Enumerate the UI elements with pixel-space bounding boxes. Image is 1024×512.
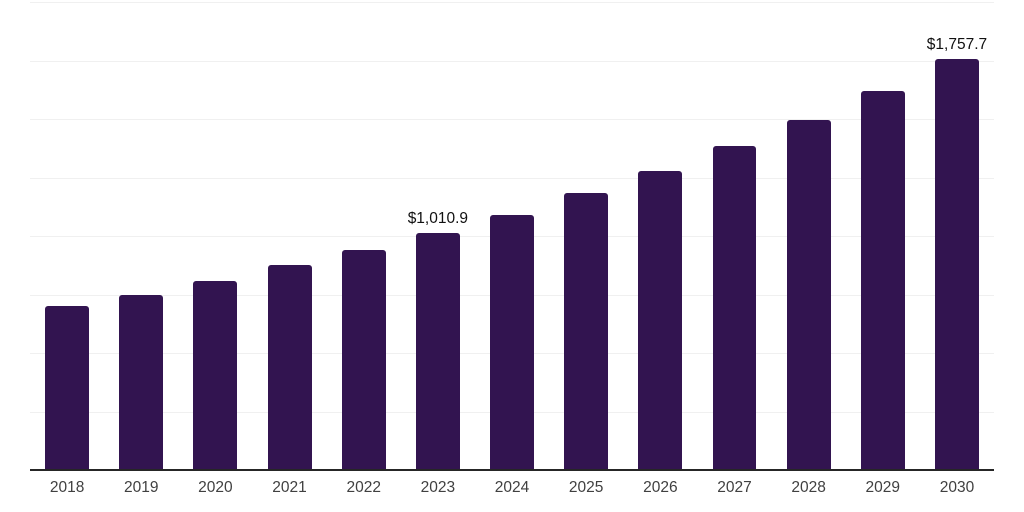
- gridline: [30, 119, 994, 120]
- data-label-2030: $1,757.7: [926, 35, 988, 53]
- gridline: [30, 177, 994, 179]
- bar-2018[interactable]: [45, 306, 90, 470]
- x-axis-tick-labels: 2018 2019 2020 2021 2022 2023 2024 2025 2026 2027…: [30, 479, 994, 497]
- bar-2026[interactable]: [638, 171, 683, 470]
- bar-slot-2026: [623, 2, 697, 470]
- x-tick-2027: 2027: [717, 479, 752, 496]
- x-tick-2023: 2023: [420, 479, 456, 496]
- bar-2028[interactable]: [786, 119, 831, 470]
- x-tick-2030: 2030: [939, 479, 975, 496]
- bar-2021[interactable]: [267, 265, 312, 470]
- gridline: [30, 2, 994, 3]
- bar-2019[interactable]: [119, 294, 164, 470]
- bar-2030[interactable]: $1,757.7: [927, 36, 987, 470]
- bar-slot-2025: [549, 2, 623, 470]
- bar-2029[interactable]: [860, 90, 905, 470]
- x-tick-2024: 2024: [494, 479, 530, 496]
- data-label-2023: $1,010.9: [407, 210, 469, 228]
- x-axis-line: [30, 469, 994, 471]
- bar-slot-2030: $1,757.7: [920, 2, 994, 470]
- bar-2025[interactable]: [564, 193, 609, 470]
- bar-2023[interactable]: $1,010.9: [408, 210, 468, 470]
- bars-container: $1,010.9 $1,757.7: [30, 2, 994, 470]
- x-tick-2018: 2018: [49, 479, 85, 496]
- bar-slot-2022: [327, 2, 401, 470]
- bar-slot-2029: [846, 2, 920, 470]
- bar-slot-2028: [772, 2, 846, 470]
- bar-slot-2021: [252, 2, 326, 470]
- x-tick-2028: 2028: [791, 479, 826, 496]
- bar-2020[interactable]: [193, 280, 238, 470]
- bar-2024[interactable]: [490, 214, 534, 470]
- bar-2022[interactable]: [341, 250, 386, 470]
- bar-slot-2019: [104, 2, 178, 470]
- x-tick-2029: 2029: [865, 479, 901, 496]
- x-tick-2019: 2019: [123, 479, 159, 496]
- bar-2027[interactable]: [712, 146, 757, 470]
- bar-slot-2018: [30, 2, 104, 470]
- x-tick-2022: 2022: [346, 479, 381, 496]
- x-tick-2026: 2026: [643, 479, 678, 496]
- bar-slot-2027: [697, 2, 771, 470]
- x-tick-2025: 2025: [568, 479, 604, 496]
- x-tick-2021: 2021: [272, 479, 307, 496]
- x-tick-2020: 2020: [198, 479, 233, 496]
- plot-area: $1,010.9 $1,757.7: [30, 2, 994, 471]
- bar-slot-2024: [475, 2, 549, 470]
- bar-slot-2023: $1,010.9: [401, 2, 475, 470]
- gridline: [30, 60, 994, 62]
- bar-slot-2020: [178, 2, 252, 470]
